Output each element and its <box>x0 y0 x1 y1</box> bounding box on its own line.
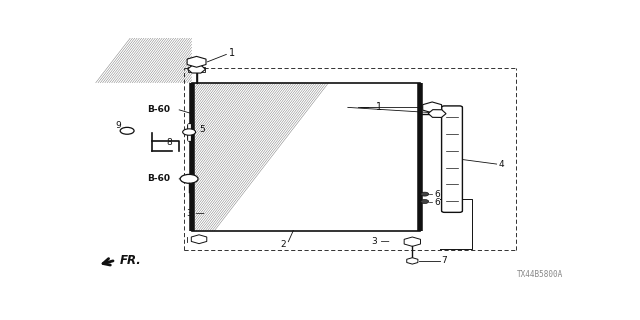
Text: 6: 6 <box>435 190 440 199</box>
Circle shape <box>182 129 196 135</box>
Text: 6: 6 <box>435 198 440 207</box>
Text: TX44B5800A: TX44B5800A <box>517 270 564 279</box>
Text: 8: 8 <box>167 138 173 147</box>
Circle shape <box>180 174 198 183</box>
Bar <box>188 67 205 72</box>
Text: 3 —: 3 — <box>372 237 390 246</box>
Text: B-60: B-60 <box>147 174 170 183</box>
Text: 4: 4 <box>498 160 504 169</box>
Text: 7: 7 <box>441 256 447 265</box>
Text: 3 —: 3 — <box>187 209 204 218</box>
Circle shape <box>420 200 429 204</box>
Text: FR.: FR. <box>120 254 141 267</box>
Text: 9: 9 <box>115 121 121 130</box>
FancyBboxPatch shape <box>442 106 463 212</box>
Text: B-60: B-60 <box>147 105 170 114</box>
Text: 1: 1 <box>229 48 235 58</box>
Circle shape <box>420 192 429 196</box>
Text: 5: 5 <box>199 125 205 134</box>
Circle shape <box>120 127 134 134</box>
Text: —  1: — 1 <box>360 102 382 112</box>
Text: 2: 2 <box>280 240 286 249</box>
Bar <box>191 83 420 231</box>
